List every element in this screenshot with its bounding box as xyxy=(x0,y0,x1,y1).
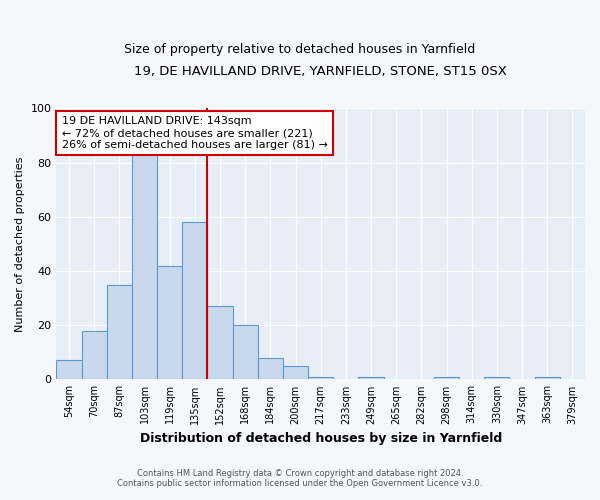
Text: 19 DE HAVILLAND DRIVE: 143sqm
← 72% of detached houses are smaller (221)
26% of : 19 DE HAVILLAND DRIVE: 143sqm ← 72% of d… xyxy=(62,116,328,150)
Bar xyxy=(484,376,509,380)
Bar xyxy=(208,306,233,380)
X-axis label: Distribution of detached houses by size in Yarnfield: Distribution of detached houses by size … xyxy=(140,432,502,445)
Bar xyxy=(132,152,157,380)
Bar xyxy=(56,360,82,380)
Bar xyxy=(182,222,208,380)
Bar xyxy=(434,376,459,380)
Bar xyxy=(258,358,283,380)
Bar xyxy=(107,284,132,380)
Bar xyxy=(358,376,383,380)
Bar xyxy=(283,366,308,380)
Bar xyxy=(535,376,560,380)
Text: Contains HM Land Registry data © Crown copyright and database right 2024.: Contains HM Land Registry data © Crown c… xyxy=(137,468,463,477)
Bar xyxy=(233,325,258,380)
Title: 19, DE HAVILLAND DRIVE, YARNFIELD, STONE, ST15 0SX: 19, DE HAVILLAND DRIVE, YARNFIELD, STONE… xyxy=(134,65,507,78)
Y-axis label: Number of detached properties: Number of detached properties xyxy=(15,156,25,332)
Text: Size of property relative to detached houses in Yarnfield: Size of property relative to detached ho… xyxy=(124,42,476,56)
Text: Contains public sector information licensed under the Open Government Licence v3: Contains public sector information licen… xyxy=(118,478,482,488)
Bar xyxy=(82,330,107,380)
Bar xyxy=(308,376,333,380)
Bar xyxy=(157,266,182,380)
